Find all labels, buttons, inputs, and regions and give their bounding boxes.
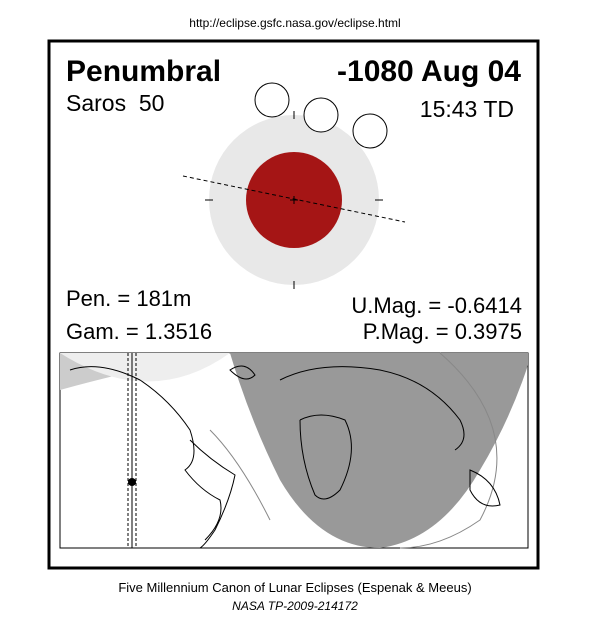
- world-map: [59, 352, 529, 549]
- eclipse-type: Penumbral: [66, 55, 221, 88]
- ticks: [205, 111, 383, 289]
- umbral-magnitude: U.Mag. = -0.6414: [351, 293, 522, 318]
- eclipse-date: -1080 Aug 04: [337, 55, 521, 88]
- gamma: Gam. = 1.3516: [66, 319, 212, 344]
- source-url: http://eclipse.gsfc.nasa.gov/eclipse.htm…: [189, 16, 400, 30]
- pen-duration: Pen. = 181m: [66, 286, 191, 311]
- time: 15:43 TD: [420, 96, 514, 122]
- saros: Saros 50: [66, 90, 164, 116]
- footer-reference: NASA TP-2009-214172: [232, 599, 358, 613]
- penumbral-magnitude: P.Mag. = 0.3975: [363, 319, 522, 344]
- moons: [254, 82, 388, 149]
- footer-title: Five Millennium Canon of Lunar Eclipses …: [118, 580, 471, 595]
